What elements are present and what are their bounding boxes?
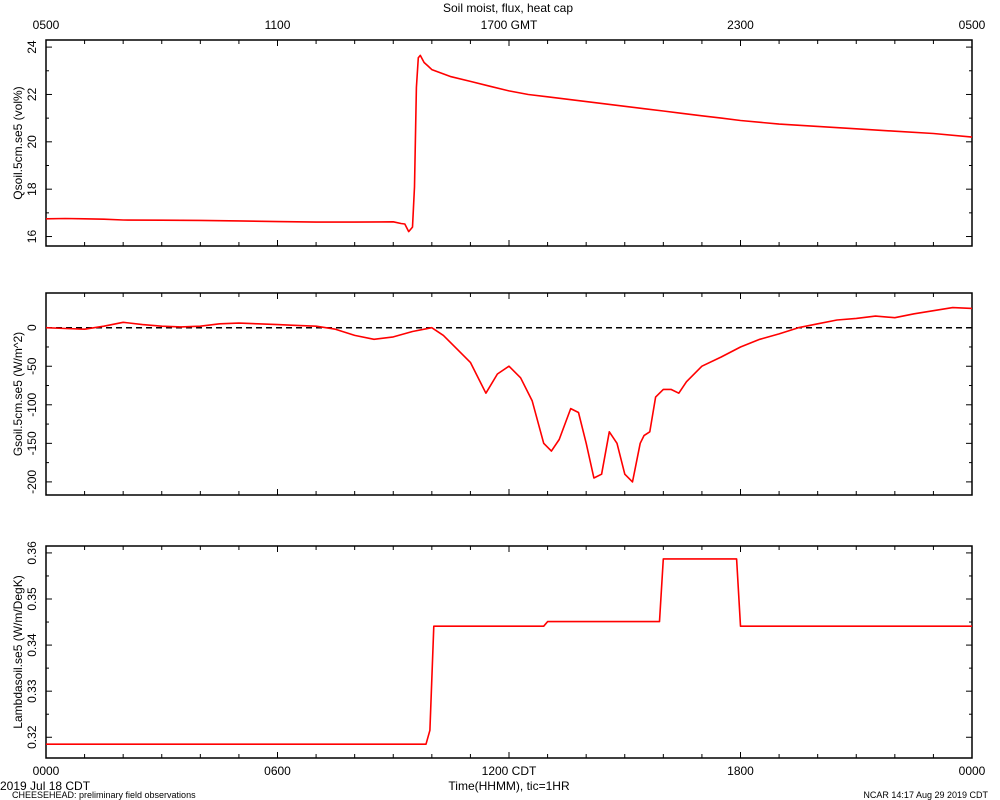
bottom-tick-label: 0600 bbox=[264, 764, 291, 778]
y-tick-label: -100 bbox=[25, 392, 39, 416]
y-tick-label: 22 bbox=[25, 87, 39, 101]
top-tick-label: 1700 GMT bbox=[481, 18, 538, 32]
y-axis-label: Lambdasoil.se5 (W/m/DegK) bbox=[11, 575, 25, 728]
top-tick-label: 2300 bbox=[727, 18, 754, 32]
footer-right: NCAR 14:17 Aug 29 2019 CDT bbox=[863, 790, 988, 800]
panel-1: 16 18 20 22 24 Qsoil.5cm.se5 (vol%) bbox=[11, 39, 973, 247]
y-tick-label: -150 bbox=[25, 431, 39, 455]
y-tick-label: 0.36 bbox=[25, 541, 39, 565]
y-tick-label: 18 bbox=[25, 182, 39, 196]
y-axis-label: Qsoil.5cm.se5 (vol%) bbox=[11, 86, 25, 199]
top-tick-label: 0500 bbox=[959, 18, 986, 32]
y-tick-label: -200 bbox=[25, 470, 39, 494]
chart-title: Soil moist, flux, heat cap bbox=[443, 1, 573, 15]
panel-frame bbox=[45, 39, 973, 247]
y-tick-label: -50 bbox=[25, 357, 39, 375]
footer-left: CHEESEHEAD: preliminary field observatio… bbox=[12, 790, 196, 800]
bottom-tick-label: 1800 bbox=[727, 764, 754, 778]
panel-frame bbox=[45, 292, 973, 496]
bottom-tick-label: 0000 bbox=[959, 764, 986, 778]
y-tick-label: 20 bbox=[25, 135, 39, 149]
panel-frame bbox=[45, 545, 973, 759]
x-axis-label: Time(HHMM), tic=1HR bbox=[448, 779, 570, 793]
series-line bbox=[45, 306, 973, 483]
y-tick-label: 0.34 bbox=[25, 633, 39, 657]
x-start-label: 2019 Jul 18 CDT bbox=[0, 779, 91, 793]
series-line bbox=[45, 54, 973, 233]
y-axis-label: Gsoil.5cm.se5 (W/m^2) bbox=[11, 332, 25, 456]
y-tick-label: 24 bbox=[25, 40, 39, 54]
y-tick-label: 0 bbox=[25, 324, 39, 331]
series-line bbox=[46, 558, 972, 746]
top-tick-label: 1100 bbox=[265, 18, 291, 32]
y-tick-label: 0.32 bbox=[25, 725, 39, 749]
y-tick-label: 16 bbox=[25, 230, 39, 244]
y-tick-label: 0.35 bbox=[25, 587, 39, 611]
bottom-tick-label: 1200 CDT bbox=[482, 764, 537, 778]
bottom-tick-label: 0000 bbox=[33, 764, 60, 778]
top-tick-label: 0500 bbox=[33, 18, 60, 32]
y-tick-label: 0.33 bbox=[25, 679, 39, 703]
